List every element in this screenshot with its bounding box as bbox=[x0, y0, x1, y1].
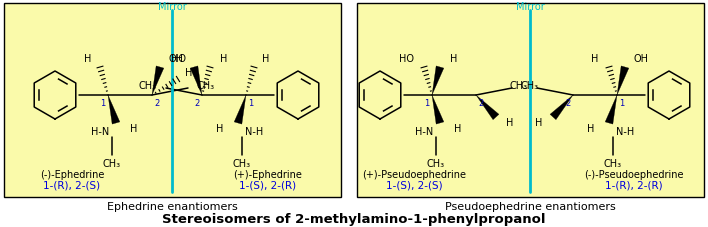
Text: CH₃: CH₃ bbox=[510, 81, 528, 91]
Text: CH₃: CH₃ bbox=[427, 159, 445, 169]
Text: H: H bbox=[588, 124, 595, 134]
Text: CH₃: CH₃ bbox=[197, 81, 215, 91]
Text: 1: 1 bbox=[249, 99, 253, 109]
Text: CH₃: CH₃ bbox=[604, 159, 622, 169]
Text: 2: 2 bbox=[195, 99, 200, 109]
Text: H: H bbox=[84, 54, 92, 64]
Text: CH₃: CH₃ bbox=[139, 81, 157, 91]
Text: H: H bbox=[262, 54, 270, 64]
Text: H: H bbox=[535, 118, 543, 128]
Text: 1-(R), 2-(R): 1-(R), 2-(R) bbox=[605, 180, 663, 190]
Text: (-)-Pseudoephedrine: (-)-Pseudoephedrine bbox=[584, 170, 684, 180]
Text: 2: 2 bbox=[154, 99, 159, 109]
Text: Stereoisomers of 2-methylamino-1-phenylpropanol: Stereoisomers of 2-methylamino-1-phenylp… bbox=[162, 214, 546, 227]
Text: 2: 2 bbox=[566, 99, 571, 109]
Text: H: H bbox=[185, 68, 193, 78]
Polygon shape bbox=[152, 66, 164, 95]
Text: N-H: N-H bbox=[616, 127, 634, 137]
Text: (-)-Ephedrine: (-)-Ephedrine bbox=[40, 170, 104, 180]
Polygon shape bbox=[234, 95, 246, 124]
Text: H: H bbox=[506, 118, 514, 128]
FancyBboxPatch shape bbox=[4, 3, 341, 197]
Text: 1: 1 bbox=[424, 99, 430, 109]
Text: H: H bbox=[455, 124, 462, 134]
Text: CH₃: CH₃ bbox=[103, 159, 121, 169]
Polygon shape bbox=[617, 66, 629, 95]
Text: 1-(S), 2-(R): 1-(S), 2-(R) bbox=[239, 180, 297, 190]
Text: H-N: H-N bbox=[415, 127, 433, 137]
Polygon shape bbox=[605, 95, 617, 124]
Text: Mirror: Mirror bbox=[158, 2, 186, 12]
Polygon shape bbox=[190, 66, 202, 95]
Polygon shape bbox=[476, 95, 499, 120]
Polygon shape bbox=[550, 95, 573, 120]
Text: Pseudoephedrine enantiomers: Pseudoephedrine enantiomers bbox=[445, 202, 615, 212]
Polygon shape bbox=[108, 95, 120, 124]
Text: H: H bbox=[450, 54, 457, 64]
Text: (+)-Ephedrine: (+)-Ephedrine bbox=[234, 170, 302, 180]
Text: 1-(R), 2-(S): 1-(R), 2-(S) bbox=[43, 180, 101, 190]
Text: H: H bbox=[217, 124, 224, 134]
Text: H: H bbox=[130, 124, 137, 134]
Text: 1: 1 bbox=[620, 99, 624, 109]
Text: HO: HO bbox=[171, 54, 185, 64]
Text: CH₃: CH₃ bbox=[233, 159, 251, 169]
Polygon shape bbox=[432, 66, 444, 95]
Text: 2: 2 bbox=[479, 99, 484, 109]
Text: H-N: H-N bbox=[91, 127, 109, 137]
Text: Ephedrine enantiomers: Ephedrine enantiomers bbox=[107, 202, 237, 212]
Text: CH₃: CH₃ bbox=[521, 81, 539, 91]
Text: N-H: N-H bbox=[245, 127, 263, 137]
Text: H: H bbox=[220, 54, 228, 64]
Text: 1-(S), 2-(S): 1-(S), 2-(S) bbox=[386, 180, 442, 190]
Text: Mirror: Mirror bbox=[515, 2, 544, 12]
Text: HO: HO bbox=[399, 54, 413, 64]
Text: H: H bbox=[591, 54, 599, 64]
Text: (+)-Pseudoephedrine: (+)-Pseudoephedrine bbox=[362, 170, 466, 180]
FancyBboxPatch shape bbox=[357, 3, 704, 197]
Text: 1: 1 bbox=[101, 99, 105, 109]
Text: OH: OH bbox=[169, 54, 183, 64]
Polygon shape bbox=[432, 95, 444, 124]
Text: OH: OH bbox=[634, 54, 649, 64]
